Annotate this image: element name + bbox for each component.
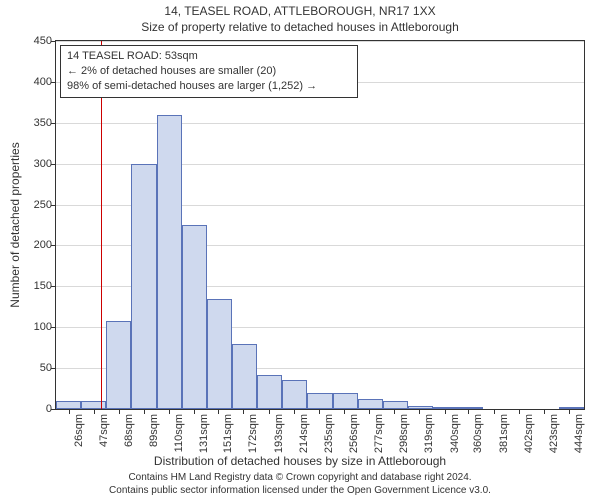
chart-container: { "chart": { "type": "histogram", "title… [0, 0, 600, 500]
y-tick-label: 400 [12, 76, 52, 88]
x-tick-mark [69, 410, 70, 414]
x-tick-mark [194, 410, 195, 414]
x-tick-mark [218, 410, 219, 414]
histogram-bar [358, 399, 383, 409]
histogram-bar [106, 321, 131, 409]
y-tick-mark [51, 409, 55, 410]
x-tick-mark [94, 410, 95, 414]
histogram-bar [81, 401, 106, 409]
y-tick-label: 250 [12, 199, 52, 211]
x-axis-label: Distribution of detached houses by size … [0, 454, 600, 468]
histogram-bar [282, 380, 307, 409]
x-tick-mark [119, 410, 120, 414]
x-tick-mark [369, 410, 370, 414]
y-tick-label: 50 [12, 362, 52, 374]
y-tick-mark [51, 164, 55, 165]
y-tick-mark [51, 286, 55, 287]
x-tick-mark [468, 410, 469, 414]
x-tick-mark [344, 410, 345, 414]
histogram-bar [559, 407, 584, 409]
x-tick-mark [419, 410, 420, 414]
annotation-line: 14 TEASEL ROAD: 53sqm [67, 49, 351, 64]
copyright-text: Contains HM Land Registry data © Crown c… [0, 472, 600, 497]
histogram-bar [131, 164, 156, 409]
annotation-box: 14 TEASEL ROAD: 53sqm← 2% of detached ho… [60, 45, 358, 98]
gridline [56, 41, 584, 42]
gridline [56, 123, 584, 124]
annotation-line: 98% of semi-detached houses are larger (… [67, 79, 351, 94]
y-tick-label: 300 [12, 158, 52, 170]
y-tick-mark [51, 327, 55, 328]
histogram-bar [232, 344, 257, 409]
y-tick-mark [51, 205, 55, 206]
y-tick-mark [51, 41, 55, 42]
x-tick-mark [319, 410, 320, 414]
histogram-bar [408, 406, 433, 409]
x-tick-mark [519, 410, 520, 414]
y-tick-label: 450 [12, 35, 52, 47]
x-tick-mark [294, 410, 295, 414]
histogram-bar [157, 115, 182, 409]
y-tick-mark [51, 123, 55, 124]
x-tick-mark [494, 410, 495, 414]
x-tick-mark [243, 410, 244, 414]
histogram-bar [182, 225, 207, 409]
histogram-bar [433, 407, 458, 409]
y-tick-label: 350 [12, 117, 52, 129]
chart-title: 14, TEASEL ROAD, ATTLEBOROUGH, NR17 1XX [0, 4, 600, 18]
annotation-line: ← 2% of detached houses are smaller (20) [67, 64, 351, 79]
y-tick-mark [51, 82, 55, 83]
x-tick-mark [569, 410, 570, 414]
histogram-bar [333, 393, 358, 409]
y-tick-label: 100 [12, 321, 52, 333]
histogram-bar [458, 407, 483, 409]
histogram-bar [383, 401, 408, 409]
histogram-bar [207, 299, 232, 409]
copyright-line2: Contains public sector information licen… [109, 485, 491, 496]
x-tick-mark [394, 410, 395, 414]
x-tick-mark [544, 410, 545, 414]
histogram-bar [307, 393, 332, 409]
y-tick-label: 200 [12, 239, 52, 251]
x-tick-mark [445, 410, 446, 414]
x-tick-mark [144, 410, 145, 414]
x-tick-mark [269, 410, 270, 414]
histogram-bar [257, 375, 282, 409]
y-tick-label: 150 [12, 280, 52, 292]
y-axis-label: Number of detached properties [8, 100, 22, 350]
copyright-line1: Contains HM Land Registry data © Crown c… [128, 472, 471, 483]
chart-subtitle: Size of property relative to detached ho… [0, 20, 600, 34]
x-tick-mark [169, 410, 170, 414]
histogram-bar [56, 401, 81, 409]
y-tick-mark [51, 368, 55, 369]
y-tick-label: 0 [12, 403, 52, 415]
y-tick-mark [51, 245, 55, 246]
